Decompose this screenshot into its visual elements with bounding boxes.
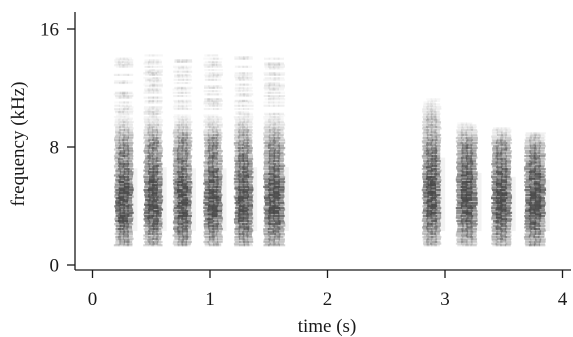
syllable-9 bbox=[491, 127, 516, 247]
syllable-10 bbox=[523, 132, 550, 247]
syllable-8 bbox=[455, 122, 482, 247]
x-tick-label: 2 bbox=[323, 289, 333, 310]
syllable-3 bbox=[172, 59, 197, 247]
syllable-1 bbox=[113, 57, 138, 247]
y-tick-label: 0 bbox=[50, 256, 60, 277]
syllable-2 bbox=[143, 54, 167, 247]
spectrogram-marks bbox=[113, 54, 550, 247]
syllable-7 bbox=[421, 98, 446, 247]
y-tick-label: 8 bbox=[50, 138, 60, 159]
x-tick-label: 0 bbox=[88, 289, 98, 310]
axis-ticks: 0 1 2 3 4 0 8 16 bbox=[40, 20, 568, 311]
syllable-5 bbox=[233, 55, 258, 247]
syllable-6 bbox=[263, 57, 289, 247]
y-axis-label: frequency (kHz) bbox=[8, 81, 29, 206]
x-tick-label: 3 bbox=[440, 289, 450, 310]
x-tick-label: 4 bbox=[558, 289, 568, 310]
syllable-4 bbox=[203, 54, 227, 247]
x-tick-label: 1 bbox=[205, 289, 215, 310]
y-tick-label: 16 bbox=[40, 20, 59, 41]
x-axis-label: time (s) bbox=[298, 316, 357, 337]
